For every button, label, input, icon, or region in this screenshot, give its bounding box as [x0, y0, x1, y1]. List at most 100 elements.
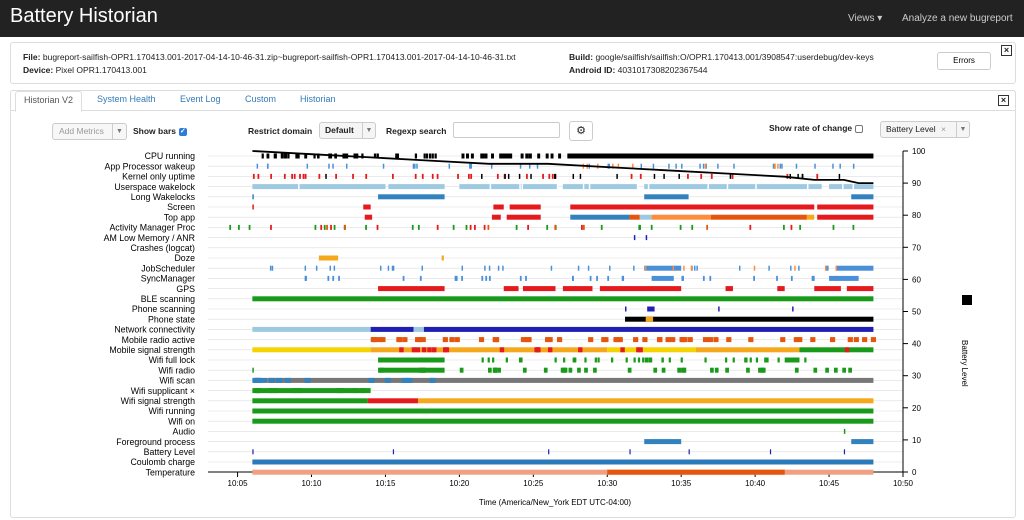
- timeline-bar: [816, 173, 819, 179]
- timeline-bar: [548, 449, 550, 455]
- add-metrics-select[interactable]: Add Metrics ▼: [52, 123, 127, 140]
- row-label: Wifi running: [149, 406, 196, 416]
- timeline-bar: [481, 173, 483, 179]
- timeline-bar: [537, 153, 541, 159]
- timeline-bar: [526, 173, 528, 179]
- y-tick-label: 40: [912, 340, 921, 349]
- timeline-bar: [584, 357, 587, 363]
- app-title[interactable]: Battery Historian: [10, 5, 158, 27]
- timeline-bar: [811, 275, 814, 281]
- show-bars-control[interactable]: Show bars ✓: [133, 126, 187, 136]
- y-tick-label: 0: [912, 468, 917, 477]
- timeline-bar: [416, 163, 418, 169]
- row-label: BLE scanning: [141, 294, 195, 304]
- timeline-bar: [825, 265, 828, 271]
- x-tick-label: 10:25: [523, 479, 544, 488]
- timeline-bar: [833, 367, 838, 373]
- timeline-bar: [594, 357, 597, 363]
- timeline-bar: [421, 265, 424, 271]
- timeline-bar: [642, 337, 648, 343]
- timeline-bar: [806, 184, 809, 190]
- timeline-bar: [633, 265, 635, 271]
- timeline-bar: [702, 163, 705, 169]
- timeline-bar: [817, 214, 874, 220]
- x-tick-label: 10:10: [301, 479, 322, 488]
- timeline-bar: [361, 153, 364, 159]
- timeline-bar: [548, 173, 551, 179]
- timeline-bar: [668, 357, 671, 363]
- metric-select[interactable]: Battery Level × ▼: [880, 121, 970, 138]
- timeline-bar: [497, 265, 500, 271]
- timeline-bar: [423, 153, 426, 159]
- timeline-bar: [509, 204, 541, 210]
- timeline-bar: [421, 347, 427, 353]
- show-rate-checkbox[interactable]: [855, 124, 864, 133]
- timeline-bar: [368, 377, 375, 383]
- timeline-bar: [760, 367, 765, 373]
- show-rate-control[interactable]: Show rate of change: [769, 123, 864, 133]
- timeline-bar: [473, 224, 476, 230]
- timeline-bar: [327, 275, 330, 281]
- timeline-bar: [380, 337, 386, 343]
- timeline-bar: [414, 163, 416, 169]
- timeline-bar: [459, 184, 557, 190]
- timeline-bar: [378, 286, 445, 292]
- timeline-bar: [313, 153, 316, 159]
- timeline-bar: [505, 357, 508, 363]
- close-icon[interactable]: ×: [1001, 45, 1012, 56]
- timeline-bar: [797, 337, 803, 343]
- timeline-bar: [229, 224, 232, 230]
- timeline-bar: [653, 367, 658, 373]
- timeline-bar: [333, 224, 336, 230]
- timeline-bar: [518, 173, 521, 179]
- timeline-bar: [753, 265, 756, 271]
- clear-icon[interactable]: ×: [941, 124, 946, 134]
- tab-historian-v2[interactable]: Historian V2: [15, 91, 83, 112]
- tab-custom[interactable]: Custom: [245, 94, 277, 104]
- timeline-bar: [506, 153, 510, 159]
- timeline-bar: [665, 337, 671, 343]
- regexp-search-input[interactable]: [453, 122, 560, 138]
- timeline-bar: [574, 357, 577, 363]
- timeline-bar: [551, 173, 554, 179]
- restrict-domain-select[interactable]: Default ▼: [319, 122, 376, 139]
- timeline-bar: [848, 367, 852, 373]
- timeline-bar: [484, 153, 488, 159]
- timeline-bar: [699, 163, 701, 169]
- timeline-bar: [304, 173, 307, 179]
- views-menu[interactable]: Views ▾: [848, 13, 883, 24]
- timeline-bar: [639, 173, 642, 179]
- timeline-bar: [487, 224, 490, 230]
- errors-button[interactable]: Errors: [937, 52, 991, 70]
- timeline-bar: [364, 214, 373, 220]
- close-icon[interactable]: ×: [998, 95, 1009, 106]
- timeline-bar: [519, 163, 522, 169]
- timeline-bar: [255, 377, 262, 383]
- timeline-bar: [336, 388, 341, 394]
- row-label: GPS: [176, 284, 195, 294]
- timeline-bar: [776, 275, 778, 281]
- timeline-bar: [567, 153, 874, 159]
- timeline-bar: [772, 163, 775, 169]
- analyze-new-bugreport-link[interactable]: Analyze a new bugreport: [902, 13, 1013, 24]
- tab-historian[interactable]: Historian: [300, 94, 336, 104]
- timeline-bar: [733, 163, 735, 169]
- tab-event-log[interactable]: Event Log: [180, 94, 221, 104]
- timeline-bar: [465, 224, 468, 230]
- timeline-bar: [755, 184, 757, 190]
- timeline-bar: [657, 337, 663, 343]
- timeline-bar: [326, 224, 328, 230]
- timeline-bar: [292, 388, 298, 394]
- settings-button[interactable]: ⚙: [569, 121, 593, 141]
- show-bars-checkbox[interactable]: ✓: [178, 127, 187, 136]
- tab-system-health[interactable]: System Health: [97, 94, 156, 104]
- timeline-bar: [640, 163, 643, 169]
- timeline-bar: [651, 214, 711, 220]
- timeline-bar: [554, 357, 557, 363]
- timeline-bar: [252, 388, 371, 394]
- timeline-bar: [338, 275, 340, 281]
- timeline-bar: [545, 337, 551, 343]
- timeline-bar: [607, 275, 610, 281]
- timeline-bar: [478, 337, 485, 343]
- gear-icon: ⚙: [576, 125, 586, 137]
